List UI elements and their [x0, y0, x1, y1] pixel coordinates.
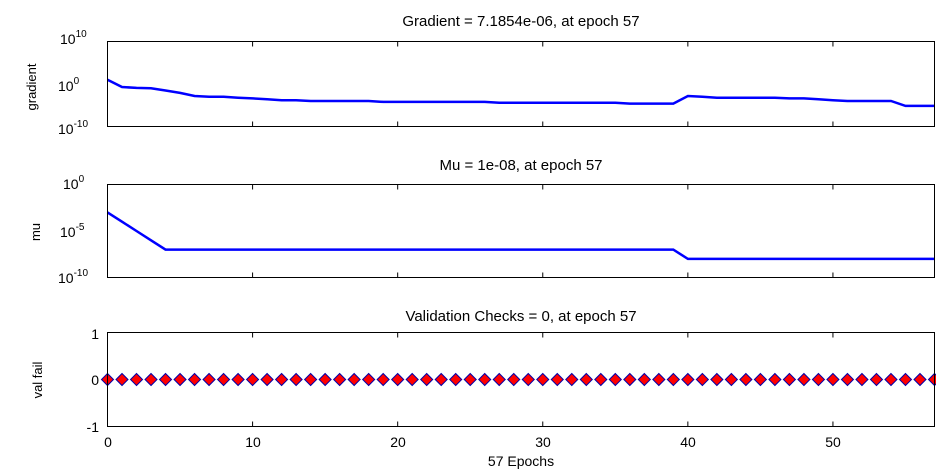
val-fail-marker [115, 372, 129, 387]
val-fail-marker [376, 372, 390, 387]
val-fail-ytick-top: 1 [91, 326, 99, 342]
gradient-axes-box [107, 41, 935, 127]
val-fail-title: Validation Checks = 0, at epoch 57 [405, 308, 636, 325]
val-fail-marker [782, 372, 797, 387]
x-tick-labels: 0 10 20 30 40 50 [104, 434, 841, 450]
mu-ytick-labels: 100 10-5 10-10 [58, 174, 88, 286]
val-fail-marker [536, 372, 550, 387]
gradient-title: Gradient = 7.1854e-06, at epoch 57 [402, 13, 639, 30]
xtick-label-10: 10 [245, 434, 261, 450]
val-fail-marker [347, 372, 361, 387]
val-fail-marker [710, 372, 724, 387]
val-fail-marker [434, 372, 448, 387]
xtick-label-50: 50 [825, 434, 841, 450]
val-fail-marker [565, 372, 579, 387]
val-fail-marker [753, 372, 768, 387]
val-fail-marker [245, 372, 260, 387]
val-fail-marker [419, 372, 434, 387]
val-fail-marker [768, 372, 782, 387]
val-fail-marker [144, 372, 158, 387]
val-fail-marker [492, 372, 506, 387]
val-fail-marker [173, 372, 187, 387]
val-fail-marker [274, 372, 289, 387]
val-fail-marker [623, 372, 637, 387]
val-fail-marker [231, 372, 245, 387]
val-fail-marker [187, 372, 202, 387]
val-fail-marker [884, 372, 898, 387]
gradient-ytick-mid: 100 [58, 76, 80, 94]
mu-panel: Mu = 1e-08, at epoch 57 mu 100 10-5 10-1… [28, 157, 935, 286]
val-fail-ylabel: val fail [30, 361, 45, 398]
val-fail-marker [361, 372, 376, 387]
mu-title: Mu = 1e-08, at epoch 57 [439, 157, 602, 174]
xtick-label-0: 0 [104, 434, 112, 450]
val-fail-marker [507, 372, 521, 387]
val-fail-marker [797, 372, 811, 387]
val-fail-marker [390, 372, 405, 387]
gradient-ytick-labels: 1010 100 10-10 [58, 29, 88, 137]
gradient-panel: Gradient = 7.1854e-06, at epoch 57 gradi… [24, 13, 935, 137]
val-fail-panel: Validation Checks = 0, at epoch 57 val f… [30, 308, 936, 469]
val-fail-ytick-bottom: -1 [87, 419, 100, 435]
xtick-label-30: 30 [535, 434, 551, 450]
val-fail-marker [289, 372, 303, 387]
val-fail-marker [332, 372, 347, 387]
mu-ytick-mid: 10-5 [60, 222, 85, 240]
val-fail-marker [695, 372, 710, 387]
val-fail-marker [463, 372, 477, 387]
val-fail-marker [811, 372, 826, 387]
gradient-tick-marks [107, 41, 834, 127]
val-fail-marker [608, 372, 623, 387]
val-fail-marker [216, 372, 231, 387]
val-fail-marker [869, 372, 884, 387]
val-fail-ytick-labels: 1 0 -1 [87, 326, 100, 435]
mu-ytick-top: 100 [63, 174, 85, 192]
val-fail-marker [318, 372, 332, 387]
val-fail-marker [913, 372, 927, 387]
val-fail-marker [898, 372, 913, 387]
xtick-label-40: 40 [680, 434, 696, 450]
val-fail-marker [579, 372, 593, 387]
mu-ytick-bottom: 10-10 [58, 268, 88, 286]
val-fail-marker [826, 372, 840, 387]
val-fail-marker [202, 372, 216, 387]
gradient-series-line [106, 78, 935, 108]
val-fail-marker [724, 372, 739, 387]
x-axis-label: 57 Epochs [488, 453, 554, 469]
mu-axes-box [107, 184, 935, 278]
mu-series-line [106, 211, 935, 261]
val-fail-marker [594, 372, 608, 387]
val-fail-marker [129, 372, 144, 387]
val-fail-marker [855, 372, 869, 387]
val-fail-marker [521, 372, 535, 387]
val-fail-marker [637, 372, 652, 387]
val-fail-marker [260, 372, 274, 387]
val-fail-marker [550, 372, 564, 387]
gradient-ytick-top: 1010 [60, 29, 87, 47]
val-fail-marker [478, 372, 492, 387]
val-fail-marker [739, 372, 753, 387]
mu-tick-marks [107, 184, 834, 278]
val-fail-marker [666, 372, 681, 387]
val-fail-marker [158, 372, 173, 387]
gradient-ytick-bottom: 10-10 [58, 119, 88, 137]
val-fail-axes-box [107, 332, 935, 427]
mu-ylabel: mu [28, 223, 43, 241]
gradient-ylabel: gradient [24, 63, 39, 110]
val-fail-marker [652, 372, 666, 387]
val-fail-marker [840, 372, 855, 387]
val-fail-marker [405, 372, 419, 387]
val-fail-marker [681, 372, 695, 387]
xtick-label-20: 20 [390, 434, 406, 450]
val-fail-marker [303, 372, 318, 387]
val-fail-marker [449, 372, 463, 387]
val-fail-ytick-mid: 0 [91, 372, 99, 388]
val-fail-markers [100, 372, 936, 387]
